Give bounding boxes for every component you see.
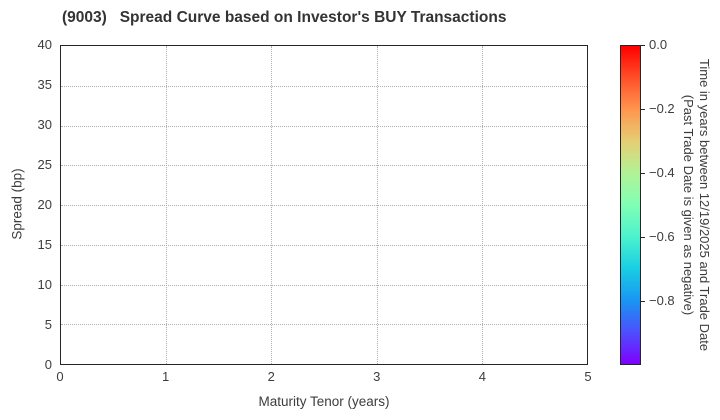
x-gridline	[166, 46, 168, 364]
y-gridline	[61, 165, 587, 167]
y-tick-label: 10	[37, 277, 52, 292]
colorbar-tick-label: −0.4	[649, 165, 675, 180]
x-tick-label: 2	[267, 369, 275, 384]
colorbar-tick-mark	[640, 301, 645, 302]
colorbar-tick-mark	[640, 237, 645, 238]
x-tick-label: 0	[56, 369, 64, 384]
x-tick-label: 4	[478, 369, 486, 384]
colorbar-axis-label: Time in years between 12/19/2025 and Tra…	[680, 59, 712, 351]
colorbar-tick-label: 0.0	[649, 37, 668, 52]
colorbar-label-line2: (Past Trade Date is given as negative)	[681, 94, 696, 316]
y-tick-label: 5	[44, 317, 52, 332]
colorbar-tick-label: −0.2	[649, 101, 675, 116]
x-tick-label: 5	[584, 369, 592, 384]
y-gridline	[61, 85, 587, 87]
colorbar-label-line1: Time in years between 12/19/2025 and Tra…	[697, 58, 712, 352]
y-gridline	[61, 284, 587, 286]
y-tick-label: 30	[37, 117, 52, 132]
colorbar-tick-mark	[640, 45, 645, 46]
y-gridline	[61, 205, 587, 206]
y-gridline	[61, 324, 587, 326]
colorbar-tick-label: −0.6	[649, 229, 675, 244]
colorbar-tick-label: −0.8	[649, 293, 675, 308]
y-gridline	[61, 125, 587, 127]
colorbar	[620, 45, 641, 365]
x-tick-label: 3	[373, 369, 381, 384]
y-gridline	[61, 244, 587, 246]
plot-area	[60, 45, 588, 365]
y-tick-label: 15	[37, 237, 52, 252]
chart-title: (9003) Spread Curve based on Investor's …	[62, 9, 507, 26]
y-tick-label: 20	[37, 197, 52, 212]
x-tick-label: 1	[161, 369, 170, 384]
x-axis-label: Maturity Tenor (years)	[258, 394, 390, 409]
x-gridline	[376, 46, 378, 364]
y-tick-label: 40	[37, 37, 52, 52]
y-tick-label: 0	[44, 357, 52, 372]
colorbar-tick-mark	[640, 109, 645, 110]
x-gridline	[271, 46, 273, 364]
x-gridline	[481, 46, 483, 364]
y-tick-label: 35	[37, 77, 52, 92]
colorbar-tick-mark	[640, 173, 645, 174]
y-tick-label: 25	[37, 157, 52, 172]
